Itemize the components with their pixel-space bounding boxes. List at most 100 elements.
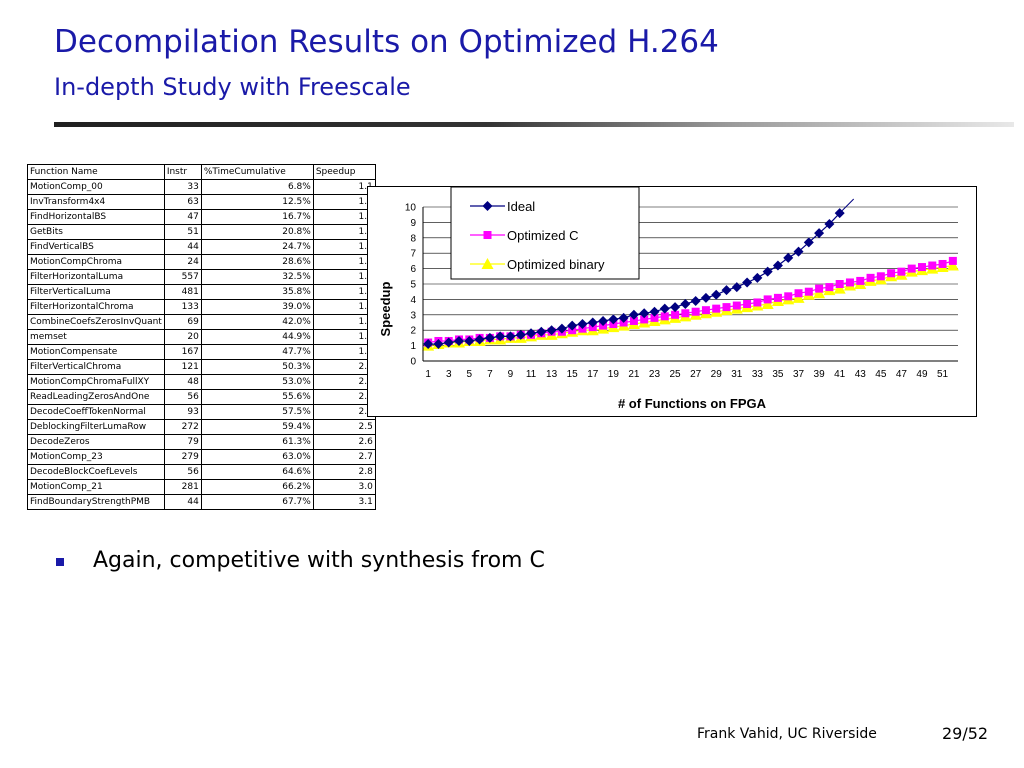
slide-title: Decompilation Results on Optimized H.264 — [54, 24, 719, 60]
table-cell: 12.5% — [200, 194, 314, 210]
y-tick-label: 7 — [410, 249, 416, 260]
data-point-diamond — [587, 317, 598, 328]
data-point-diamond — [423, 339, 434, 350]
x-tick-label: 13 — [546, 369, 558, 380]
x-tick-label: 21 — [628, 369, 640, 380]
data-point-diamond — [803, 237, 814, 248]
data-point-diamond — [752, 272, 763, 283]
table-row: MotionCompChroma 24 28.6% 1.4 — [27, 254, 376, 270]
data-point-diamond — [711, 289, 722, 300]
table-row: MotionCompensate 167 47.7% 1.9 — [27, 344, 376, 360]
data-point-square — [681, 309, 690, 318]
data-point-triangle — [946, 259, 959, 271]
data-point-diamond — [639, 308, 650, 319]
x-tick-label: 1 — [425, 369, 431, 380]
data-point-diamond — [649, 306, 660, 317]
data-point-diamond — [505, 331, 516, 342]
x-tick-label: 47 — [896, 369, 908, 380]
table-cell: 67.7% — [200, 494, 314, 510]
table-cell: 51 — [163, 224, 202, 240]
table-cell: FindVerticalBS — [27, 239, 165, 255]
x-tick-label: 5 — [467, 369, 473, 380]
table-cell: 69 — [163, 314, 202, 330]
table-cell: 272 — [163, 419, 202, 435]
data-point-square — [856, 276, 865, 285]
table-cell: 3.0 — [312, 479, 376, 495]
data-point-square — [691, 307, 700, 316]
table-cell: MotionCompensate — [27, 344, 165, 360]
table-cell: 93 — [163, 404, 202, 420]
data-point-diamond — [515, 329, 526, 340]
table-row: FilterHorizontalLuma 557 32.5% 1.5 — [27, 269, 376, 285]
table-cell: MotionCompChromaFullXY — [27, 374, 165, 390]
table-cell: 61.3% — [200, 434, 314, 450]
data-point-square — [671, 310, 680, 319]
x-tick-label: 33 — [752, 369, 764, 380]
data-point-triangle — [833, 282, 846, 294]
table-row: MotionComp_00 33 6.8% 1.1 — [27, 179, 376, 195]
y-tick-label: 1 — [410, 341, 416, 352]
data-point-diamond — [598, 315, 609, 326]
table-cell: memset — [27, 329, 165, 345]
x-tick-label: 17 — [587, 369, 599, 380]
table-cell: 20 — [163, 329, 202, 345]
x-tick-label: 31 — [731, 369, 743, 380]
y-tick-label: 8 — [410, 233, 416, 244]
data-point-square — [712, 304, 721, 313]
table-row: MotionComp_23 279 63.0% 2.7 — [27, 449, 376, 465]
table-cell: 59.4% — [200, 419, 314, 435]
data-point-diamond — [464, 335, 475, 346]
page-number: 29/52 — [942, 724, 989, 743]
data-point-square — [887, 269, 896, 278]
data-point-triangle — [813, 287, 826, 299]
table-cell: 33 — [163, 179, 202, 195]
table-cell: MotionComp_21 — [27, 479, 165, 495]
table-cell: 56 — [163, 389, 202, 405]
x-axis-label: # of Functions on FPGA — [618, 396, 767, 411]
table-cell: 44 — [163, 239, 202, 255]
table-cell: 281 — [163, 479, 202, 495]
table-cell: FindBoundaryStrengthPMB — [27, 494, 165, 510]
table-cell: 481 — [163, 284, 202, 300]
data-point-square — [938, 259, 947, 268]
table-row: FindBoundaryStrengthPMB 44 67.7% 3.1 — [27, 494, 376, 510]
y-tick-label: 5 — [410, 280, 416, 291]
x-tick-label: 43 — [855, 369, 867, 380]
table-cell: 6.8% — [200, 179, 314, 195]
data-point-square — [907, 264, 916, 273]
data-point-diamond — [567, 320, 578, 331]
table-cell: 44.9% — [200, 329, 314, 345]
data-point-square — [753, 298, 762, 307]
data-point-diamond — [772, 260, 783, 271]
table-cell: 44 — [163, 494, 202, 510]
table-row: DeblockingFilterLumaRow 272 59.4% 2.5 — [27, 419, 376, 435]
table-cell: 557 — [163, 269, 202, 285]
data-point-square — [948, 256, 957, 265]
data-point-diamond — [433, 339, 444, 350]
data-point-diamond — [659, 303, 670, 314]
table-cell: MotionCompChroma — [27, 254, 165, 270]
data-point-square — [660, 312, 669, 321]
table-cell: 121 — [163, 359, 202, 375]
table-header-cell: Function Name — [27, 164, 165, 180]
data-point-diamond — [484, 332, 495, 343]
table-row: MotionComp_21 281 66.2% 3.0 — [27, 479, 376, 495]
table-cell: 2.8 — [312, 464, 376, 480]
table-cell: 53.0% — [200, 374, 314, 390]
table-cell: 24.7% — [200, 239, 314, 255]
data-point-diamond — [618, 312, 629, 323]
table-cell: 28.6% — [200, 254, 314, 270]
x-tick-label: 49 — [916, 369, 928, 380]
x-tick-label: 35 — [772, 369, 784, 380]
x-tick-label: 7 — [487, 369, 493, 380]
data-point-diamond — [536, 326, 547, 337]
data-point-square — [784, 292, 793, 301]
table-cell: DecodeCoeffTokenNormal — [27, 404, 165, 420]
table-row: MotionCompChromaFullXY 48 53.0% 2.1 — [27, 374, 376, 390]
table-cell: DeblockingFilterLumaRow — [27, 419, 165, 435]
x-tick-label: 11 — [526, 369, 537, 380]
data-point-diamond — [577, 319, 588, 330]
data-point-diamond — [762, 266, 773, 277]
table-cell: 55.6% — [200, 389, 314, 405]
legend-marker-diamond — [482, 201, 493, 211]
